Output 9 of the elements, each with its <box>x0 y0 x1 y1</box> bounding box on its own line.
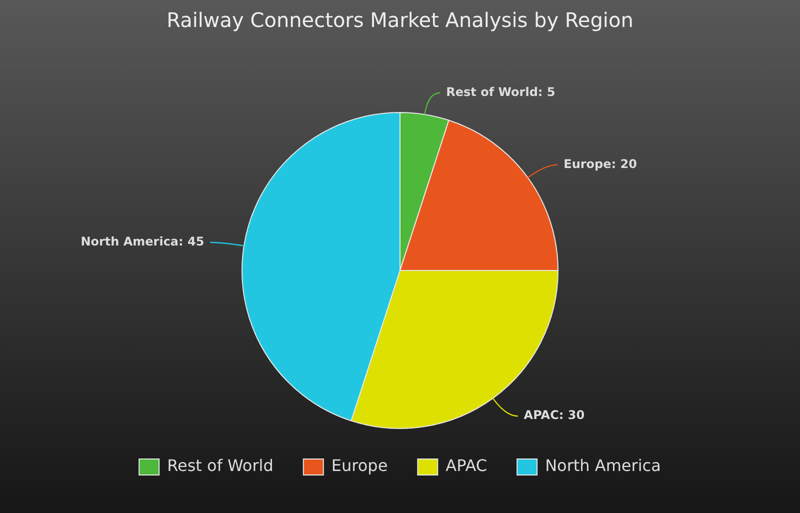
legend-label: APAC <box>446 456 488 476</box>
data-label: Rest of World: 5 <box>446 84 556 99</box>
chart-title: Railway Connectors Market Analysis by Region <box>166 8 634 32</box>
data-label: APAC: 30 <box>524 408 585 422</box>
legend-label: Rest of World <box>167 456 274 476</box>
legend-label: North America <box>545 456 661 476</box>
legend-label: Europe <box>331 456 388 476</box>
data-label: North America: 45 <box>80 234 204 248</box>
data-label: Europe: 20 <box>564 156 637 171</box>
